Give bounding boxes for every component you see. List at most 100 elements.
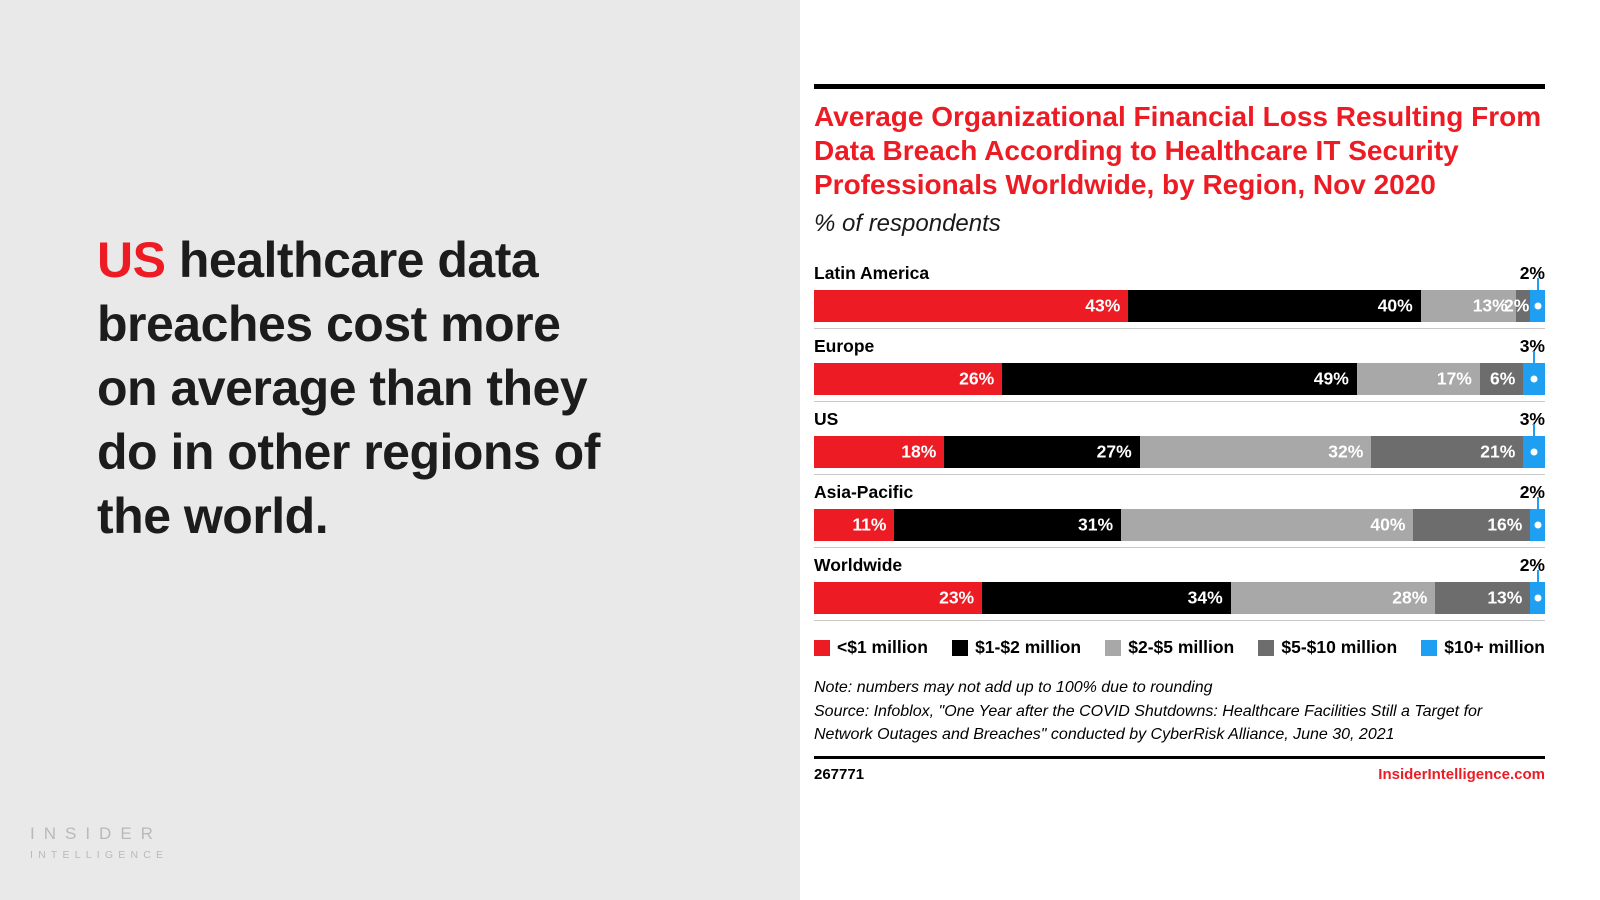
bar-segment: 26% [814, 363, 1003, 395]
segment-value-label: 2% [1504, 295, 1530, 316]
row-header: Latin America 2% [814, 262, 1545, 284]
row-separator [814, 620, 1545, 621]
chart-note: Note: numbers may not add up to 100% due… [814, 679, 1213, 696]
insider-intelligence-logo: INSIDER INTELLIGENCE [30, 824, 168, 861]
chart-title: Average Organizational Financial Loss Re… [814, 101, 1542, 200]
bar-segment: 28% [1230, 582, 1436, 614]
headline-line: do in other regions of [97, 424, 600, 480]
row-separator [814, 328, 1545, 329]
bar-segment: 49% [1002, 363, 1357, 395]
segment-value-label: 49% [1313, 368, 1349, 389]
segment-value-label: 27% [1096, 441, 1132, 462]
headline: US healthcare data breaches cost more on… [97, 228, 600, 548]
callout-value: 3% [1519, 409, 1545, 429]
chart-panel: Average Organizational Financial Loss Re… [800, 0, 1600, 900]
stacked-bar: 11% 31% 40% 16% [814, 497, 1545, 541]
legend-item: $10+ million [1421, 637, 1545, 658]
stacked-bar: 18% 27% 32% 21% [814, 424, 1545, 468]
region-label: Europe [814, 336, 875, 356]
bar-segment: 16% [1413, 509, 1531, 541]
region-label: Latin America [814, 263, 930, 283]
chart-row: US 3% 18% 27% 32% 21% [814, 408, 1545, 475]
bar-segment: 13% [1420, 290, 1516, 322]
bar-segment: 43% [814, 290, 1129, 322]
legend-item: $5-$10 million [1258, 637, 1397, 658]
segment-value-label: 26% [959, 368, 995, 389]
callout-dot [1534, 594, 1542, 602]
bar-segment: 32% [1139, 436, 1372, 468]
left-panel: US healthcare data breaches cost more on… [0, 0, 800, 900]
callout-value: 3% [1519, 336, 1545, 356]
row-header: US 3% [814, 408, 1545, 430]
bar-segment: 23% [814, 582, 983, 614]
legend-swatch [814, 639, 830, 656]
headline-line1-rest: healthcare data [165, 232, 539, 288]
segment-value-label: 34% [1187, 587, 1223, 608]
legend-swatch [1258, 639, 1275, 656]
callout-value: 2% [1519, 555, 1545, 575]
bar-segment: 17% [1356, 363, 1480, 395]
segment-value-label: 18% [901, 441, 937, 462]
bar-segment: 40% [1121, 509, 1414, 541]
bottom-rule [814, 756, 1545, 759]
headline-line: US healthcare data [97, 228, 600, 292]
chart-footer: 267771 InsiderIntelligence.com [814, 766, 1545, 783]
chart-id: 267771 [814, 766, 865, 783]
segment-value-label: 32% [1328, 441, 1364, 462]
bar-segment [1530, 570, 1545, 614]
headline-line: breaches cost more [97, 296, 561, 352]
logo-text-insider: INSIDER [30, 824, 162, 843]
site-link[interactable]: InsiderIntelligence.com [1378, 766, 1545, 783]
logo-text-intelligence: INTELLIGENCE [30, 849, 169, 861]
segment-value-label: 13% [1472, 295, 1508, 316]
legend: <$1 million $1-$2 million $2-$5 million $5-… [814, 637, 1545, 658]
stacked-bar: 23% 34% 28% 13% [814, 570, 1545, 614]
chart-row: Worldwide 2% 23% 34% 28% 13% [814, 554, 1545, 621]
chart-source: Source: Infoblox, "One Year after the CO… [814, 703, 1483, 743]
segment-value-label: 13% [1487, 587, 1523, 608]
row-header: Asia-Pacific 2% [814, 481, 1545, 503]
row-header: Europe 3% [814, 335, 1545, 357]
bar-segment: 13% [1435, 582, 1531, 614]
legend-swatch [1105, 639, 1122, 656]
headline-line: the world. [97, 488, 329, 544]
legend-item: $1-$2 million [952, 637, 1081, 658]
chart-row: Asia-Pacific 2% 11% 31% 40% 16% [814, 481, 1545, 548]
callout-dot [1530, 375, 1538, 383]
bar-segment: 31% [894, 509, 1122, 541]
segment-value-label: 6% [1490, 368, 1516, 389]
region-label: US [814, 409, 839, 429]
callout-value: 2% [1519, 482, 1545, 502]
bar-segment: 6% [1479, 363, 1524, 395]
row-separator [814, 401, 1545, 402]
legend-item: <$1 million [814, 637, 928, 658]
chart-row: Europe 3% 26% 49% 17% 6% [814, 335, 1545, 402]
legend-item: $2-$5 million [1105, 637, 1234, 658]
legend-label: $5-$10 million [1281, 637, 1398, 657]
legend-label: <$1 million [837, 637, 928, 657]
bar-segment: 11% [814, 509, 895, 541]
row-separator [814, 547, 1545, 548]
callout-stem [1536, 497, 1539, 509]
legend-label: $10+ million [1444, 637, 1545, 657]
bar-segment [1523, 424, 1545, 468]
legend-label: $2-$5 million [1128, 637, 1235, 657]
callout-stem [1536, 570, 1539, 582]
stacked-bar: 26% 49% 17% 6% [814, 351, 1545, 395]
callout-stem [1533, 424, 1536, 436]
top-rule [814, 84, 1545, 89]
segment-value-label: 40% [1377, 295, 1413, 316]
callout-stem [1536, 278, 1539, 290]
segment-value-label: 17% [1436, 368, 1472, 389]
chart-rows: Latin America 2% 43% 40% 13% 2% Europe 3% 26% 49%… [814, 262, 1545, 621]
headline-line: on average than they [97, 360, 588, 416]
segment-value-label: 43% [1085, 295, 1121, 316]
segment-value-label: 23% [939, 587, 975, 608]
callout-value: 2% [1519, 263, 1545, 283]
bar-segment: 21% [1371, 436, 1524, 468]
segment-value-label: 21% [1480, 441, 1516, 462]
segment-value-label: 40% [1370, 514, 1406, 535]
callout-dot [1534, 521, 1542, 529]
chart-subtitle: % of respondents [814, 210, 1001, 237]
headline-highlight: US [97, 232, 166, 288]
